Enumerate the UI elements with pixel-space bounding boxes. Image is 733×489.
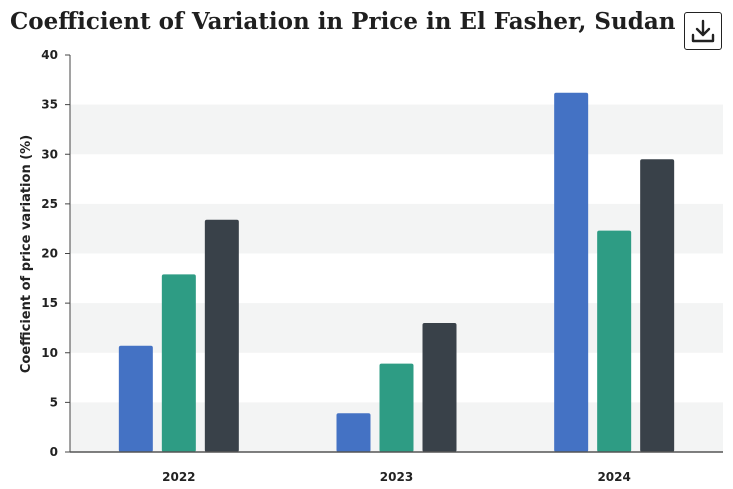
y-tick-label: 25: [41, 197, 58, 211]
x-tick-label: 2024: [597, 470, 630, 484]
bar-2023-series-2[interactable]: [379, 363, 414, 452]
y-tick-label: 30: [41, 147, 58, 161]
bar-2024-series-3[interactable]: [640, 159, 675, 452]
y-tick-label: 0: [50, 445, 58, 459]
x-tick-label: 2023: [380, 470, 413, 484]
y-tick-label: 15: [41, 296, 58, 310]
y-tick-label: 20: [41, 247, 58, 261]
bar-2024-series-1[interactable]: [554, 92, 589, 452]
y-axis-title: Coefficient of price variation (%): [19, 135, 34, 373]
bar-2023-series-3[interactable]: [422, 322, 457, 452]
bar-2024-series-2[interactable]: [597, 230, 632, 452]
grid-band: [70, 104, 723, 155]
y-tick-label: 10: [41, 346, 58, 360]
download-button[interactable]: [684, 12, 722, 50]
x-tick-label: 2022: [162, 470, 195, 484]
chart-title: Coefficient of Variation in Price in El …: [10, 8, 676, 35]
y-tick-label: 35: [41, 98, 58, 112]
download-icon: [691, 19, 715, 43]
bar-2022-series-3[interactable]: [204, 219, 239, 452]
y-tick-label: 40: [41, 48, 58, 62]
bar-2022-series-2[interactable]: [161, 274, 196, 452]
bar-2022-series-1[interactable]: [118, 345, 153, 452]
y-tick-label: 5: [50, 395, 58, 409]
bar-2023-series-1[interactable]: [336, 413, 371, 452]
